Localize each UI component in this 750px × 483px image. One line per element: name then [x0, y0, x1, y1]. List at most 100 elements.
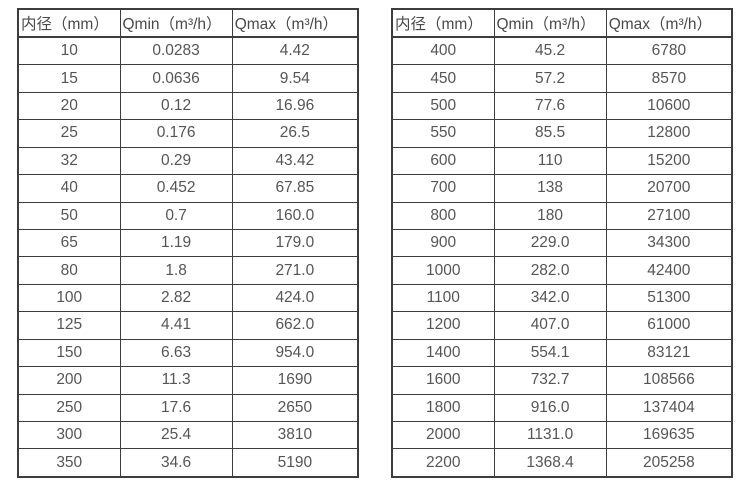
table-row: 350 34.6 5190	[17, 448, 359, 478]
diameter-cell: 1000	[391, 256, 495, 285]
diameter-cell: 700	[391, 174, 495, 203]
qmin-cell: 2.82	[119, 283, 233, 313]
qmax-cell: 205258	[605, 448, 733, 478]
qmin-cell: 77.6	[493, 91, 607, 121]
diameter-cell: 1100	[391, 283, 495, 313]
qmin-cell: 0.452	[119, 174, 233, 203]
qmax-cell: 4.42	[231, 36, 359, 66]
qmin-cell: 180	[493, 201, 607, 230]
qmax-cell: 10600	[605, 91, 733, 121]
diameter-cell: 20	[17, 91, 121, 121]
diameter-cell: 400	[391, 36, 495, 66]
qmax-cell: 61000	[605, 311, 733, 340]
qmax-cell: 27100	[605, 201, 733, 230]
qmin-cell: 554.1	[493, 338, 607, 368]
table-row: 2000 1131.0 169635	[391, 420, 733, 450]
flow-table-large-diameters: 内径（mm） Qmin（m³/h） Qmax（m³/h） 400 45.2 6780 450…	[391, 8, 733, 478]
qmin-cell: 282.0	[493, 256, 607, 285]
diameter-cell: 25	[17, 119, 121, 148]
table-row: 200 11.3 1690	[17, 366, 359, 395]
table-row: 400 45.2 6780	[391, 36, 733, 66]
table-row: 40 0.452 67.85	[17, 174, 359, 203]
qmax-cell: 179.0	[231, 228, 359, 258]
table-row: 1200 407.0 61000	[391, 311, 733, 340]
flow-table-small-diameters: 内径（mm） Qmin（m³/h） Qmax（m³/h） 10 0.0283 4.42 15…	[17, 8, 359, 478]
table-row: 25 0.176 26.5	[17, 119, 359, 148]
table-row: 450 57.2 8570	[391, 64, 733, 93]
diameter-cell: 200	[17, 366, 121, 395]
table-row: 100 2.82 424.0	[17, 283, 359, 313]
table-row: 1600 732.7 108566	[391, 366, 733, 395]
table-row: 250 17.6 2650	[17, 393, 359, 422]
qmin-cell: 57.2	[493, 64, 607, 93]
qmax-cell: 424.0	[231, 283, 359, 313]
column-header-diameter: 内径（mm）	[391, 8, 495, 38]
qmin-cell: 34.6	[119, 448, 233, 478]
table-row: 15 0.0636 9.54	[17, 64, 359, 93]
diameter-cell: 100	[17, 283, 121, 313]
diameter-cell: 600	[391, 146, 495, 176]
table-row: 700 138 20700	[391, 174, 733, 203]
qmax-cell: 2650	[231, 393, 359, 422]
column-header-qmin: Qmin（m³/h）	[119, 8, 233, 38]
qmin-cell: 110	[493, 146, 607, 176]
qmax-cell: 9.54	[231, 64, 359, 93]
qmin-cell: 138	[493, 174, 607, 203]
table-row: 2200 1368.4 205258	[391, 448, 733, 478]
qmin-cell: 1.8	[119, 256, 233, 285]
diameter-cell: 800	[391, 201, 495, 230]
qmin-cell: 916.0	[493, 393, 607, 422]
table-row: 10 0.0283 4.42	[17, 36, 359, 66]
diameter-cell: 1600	[391, 366, 495, 395]
table-row: 50 0.7 160.0	[17, 201, 359, 230]
qmin-cell: 6.63	[119, 338, 233, 368]
diameter-cell: 10	[17, 36, 121, 66]
table-row: 65 1.19 179.0	[17, 228, 359, 258]
diameter-cell: 125	[17, 311, 121, 340]
qmax-cell: 5190	[231, 448, 359, 478]
qmin-cell: 0.0636	[119, 64, 233, 93]
qmax-cell: 137404	[605, 393, 733, 422]
qmin-cell: 1131.0	[493, 420, 607, 450]
qmax-cell: 67.85	[231, 174, 359, 203]
qmax-cell: 12800	[605, 119, 733, 148]
qmax-cell: 3810	[231, 420, 359, 450]
diameter-cell: 150	[17, 338, 121, 368]
qmax-cell: 34300	[605, 228, 733, 258]
qmin-cell: 342.0	[493, 283, 607, 313]
qmax-cell: 43.42	[231, 146, 359, 176]
qmin-cell: 732.7	[493, 366, 607, 395]
qmax-cell: 51300	[605, 283, 733, 313]
qmin-cell: 407.0	[493, 311, 607, 340]
qmax-cell: 271.0	[231, 256, 359, 285]
diameter-cell: 500	[391, 91, 495, 121]
qmin-cell: 0.0283	[119, 36, 233, 66]
diameter-cell: 350	[17, 448, 121, 478]
diameter-cell: 2000	[391, 420, 495, 450]
qmin-cell: 0.12	[119, 91, 233, 121]
diameter-cell: 1400	[391, 338, 495, 368]
table-row: 300 25.4 3810	[17, 420, 359, 450]
qmax-cell: 20700	[605, 174, 733, 203]
column-header-qmax: Qmax（m³/h）	[605, 8, 733, 38]
diameter-cell: 1200	[391, 311, 495, 340]
diameter-cell: 300	[17, 420, 121, 450]
qmax-cell: 8570	[605, 64, 733, 93]
table-row: 150 6.63 954.0	[17, 338, 359, 368]
diameter-cell: 550	[391, 119, 495, 148]
table-row: 500 77.6 10600	[391, 91, 733, 121]
diameter-cell: 80	[17, 256, 121, 285]
qmin-cell: 17.6	[119, 393, 233, 422]
qmin-cell: 25.4	[119, 420, 233, 450]
qmax-cell: 42400	[605, 256, 733, 285]
qmax-cell: 16.96	[231, 91, 359, 121]
qmax-cell: 1690	[231, 366, 359, 395]
table-row: 1800 916.0 137404	[391, 393, 733, 422]
diameter-cell: 32	[17, 146, 121, 176]
qmin-cell: 1368.4	[493, 448, 607, 478]
qmin-cell: 11.3	[119, 366, 233, 395]
qmax-cell: 160.0	[231, 201, 359, 230]
qmax-cell: 954.0	[231, 338, 359, 368]
diameter-cell: 450	[391, 64, 495, 93]
diameter-cell: 1800	[391, 393, 495, 422]
